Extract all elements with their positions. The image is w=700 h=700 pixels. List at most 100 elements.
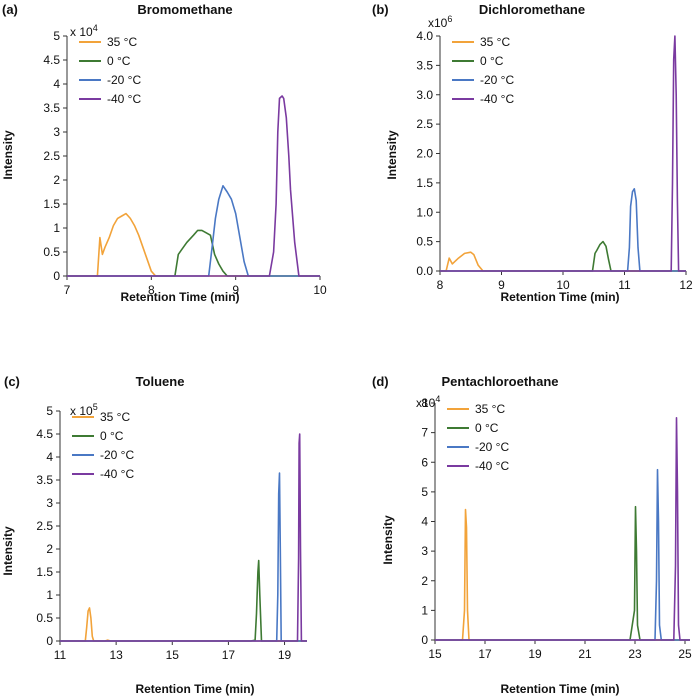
chart-title: Bromomethane: [137, 2, 232, 17]
legend-label: -40 °C: [475, 459, 509, 473]
y-tick-label: 3.5: [416, 58, 433, 72]
x-tick-label: 15: [166, 648, 180, 662]
y-multiplier: x 104: [70, 23, 98, 39]
y-tick-label: 7: [421, 426, 428, 440]
series-line-1: [60, 559, 307, 642]
x-tick-label: 23: [628, 647, 642, 661]
x-tick-label: 25: [678, 647, 692, 661]
series-line-0: [67, 212, 320, 277]
series-line-3: [440, 35, 686, 272]
x-tick-label: 10: [556, 278, 570, 292]
series-line-1: [440, 240, 686, 272]
legend-label: 35 °C: [480, 35, 510, 49]
y-tick-label: 1: [53, 221, 60, 235]
y-axis-title: Intensity: [1, 526, 15, 576]
y-tick-label: 4: [53, 77, 60, 91]
legend-label: -20 °C: [475, 440, 509, 454]
legend-label: 0 °C: [480, 54, 504, 68]
y-tick-label: 5: [53, 29, 60, 43]
y-tick-label: 4: [421, 515, 428, 529]
y-tick-label: 6: [421, 455, 428, 469]
chart-title: Dichloromethane: [479, 2, 585, 17]
y-tick-label: 1.0: [416, 205, 433, 219]
legend-label: 0 °C: [475, 421, 499, 435]
y-tick-label: 2: [53, 173, 60, 187]
y-tick-label: 3: [53, 125, 60, 139]
legend-label: -40 °C: [107, 92, 141, 106]
x-tick-label: 7: [64, 283, 71, 297]
legend-label: -20 °C: [107, 73, 141, 87]
legend-label: 35 °C: [475, 402, 505, 416]
y-tick-label: 1.5: [416, 176, 433, 190]
x-tick-label: 11: [618, 278, 631, 292]
series-line-1: [435, 505, 690, 641]
y-tick-label: 3.5: [43, 101, 60, 115]
y-tick-label: 1.5: [43, 197, 60, 211]
x-axis-title: Retention Time (min): [135, 682, 254, 696]
series-line-0: [60, 607, 307, 642]
y-tick-label: 4: [46, 450, 53, 464]
series-line-2: [440, 188, 686, 272]
y-tick-label: 2.5: [36, 519, 53, 533]
y-tick-label: 2.5: [43, 149, 60, 163]
legend-label: -20 °C: [480, 73, 514, 87]
panel-b: (b) Dichloromethane x106 Intensity Reten…: [372, 2, 693, 304]
y-tick-label: 5: [421, 485, 428, 499]
y-axis-title: Intensity: [385, 130, 399, 180]
x-tick-label: 19: [278, 648, 292, 662]
x-tick-label: 11: [54, 648, 67, 662]
x-tick-label: 12: [679, 278, 693, 292]
y-tick-label: 1: [421, 603, 428, 617]
panel-c: (c) Toluene x 105 Intensity Retention Ti…: [1, 374, 307, 696]
y-tick-label: 1.5: [36, 565, 53, 579]
y-multiplier: x106: [428, 14, 452, 30]
y-tick-label: 3.5: [36, 473, 53, 487]
x-tick-label: 9: [498, 278, 505, 292]
y-tick-label: 2.0: [416, 147, 433, 161]
y-tick-label: 2: [46, 542, 53, 556]
x-tick-label: 13: [109, 648, 123, 662]
chart-title: Toluene: [136, 374, 185, 389]
y-tick-label: 0: [53, 269, 60, 283]
x-tick-label: 15: [428, 647, 442, 661]
y-multiplier: x 105: [70, 402, 98, 418]
y-tick-label: 3: [421, 544, 428, 558]
y-tick-label: 4.5: [43, 53, 60, 67]
y-tick-label: 2: [421, 574, 428, 588]
y-tick-label: 0.5: [43, 245, 60, 259]
x-tick-label: 17: [478, 647, 492, 661]
x-tick-label: 9: [232, 283, 239, 297]
y-tick-label: 3.0: [416, 88, 433, 102]
plot-area: 0 0.5 1 1.5 2 2.5 3 3.5 4 4.5 5 7 8 9 10 35 °C 0 °C -20 °…: [43, 29, 327, 297]
legend-label: 0 °C: [100, 429, 124, 443]
y-tick-label: 0.5: [416, 235, 433, 249]
series-line-2: [67, 185, 320, 277]
y-tick-label: 0.0: [416, 264, 433, 278]
series-line-2: [435, 468, 690, 641]
legend-label: 35 °C: [100, 410, 130, 424]
panel-label: (b): [372, 2, 389, 17]
legend-label: -40 °C: [100, 467, 134, 481]
series-line-2: [60, 472, 307, 642]
series-line-3: [67, 95, 320, 277]
x-axis-title: Retention Time (min): [500, 290, 619, 304]
y-tick-label: 0: [46, 634, 53, 648]
chart-title: Pentachloroethane: [441, 374, 558, 389]
legend-label: -20 °C: [100, 448, 134, 462]
legend-label: 35 °C: [107, 35, 137, 49]
x-tick-label: 19: [528, 647, 542, 661]
y-axis-title: Intensity: [1, 130, 15, 180]
x-tick-label: 17: [222, 648, 236, 662]
series-line-0: [440, 251, 686, 272]
y-tick-label: 0.5: [36, 611, 53, 625]
panel-a: (a) Bromomethane x 104 Intensity Retenti…: [1, 2, 327, 304]
plot-area: 0 0.5 1 1.5 2 2.5 3 3.5 4 4.5 5 11 13 15 17 19 35 °C 0 °C…: [36, 404, 307, 662]
y-tick-label: 8: [421, 396, 428, 410]
x-axis-title: Retention Time (min): [500, 682, 619, 696]
plot-area: 0.0 0.5 1.0 1.5 2.0 2.5 3.0 3.5 4.0 8 9 10 11 12 35 °C…: [416, 29, 693, 292]
legend-label: -40 °C: [480, 92, 514, 106]
y-tick-label: 5: [46, 404, 53, 418]
y-axis-title: Intensity: [381, 515, 395, 565]
